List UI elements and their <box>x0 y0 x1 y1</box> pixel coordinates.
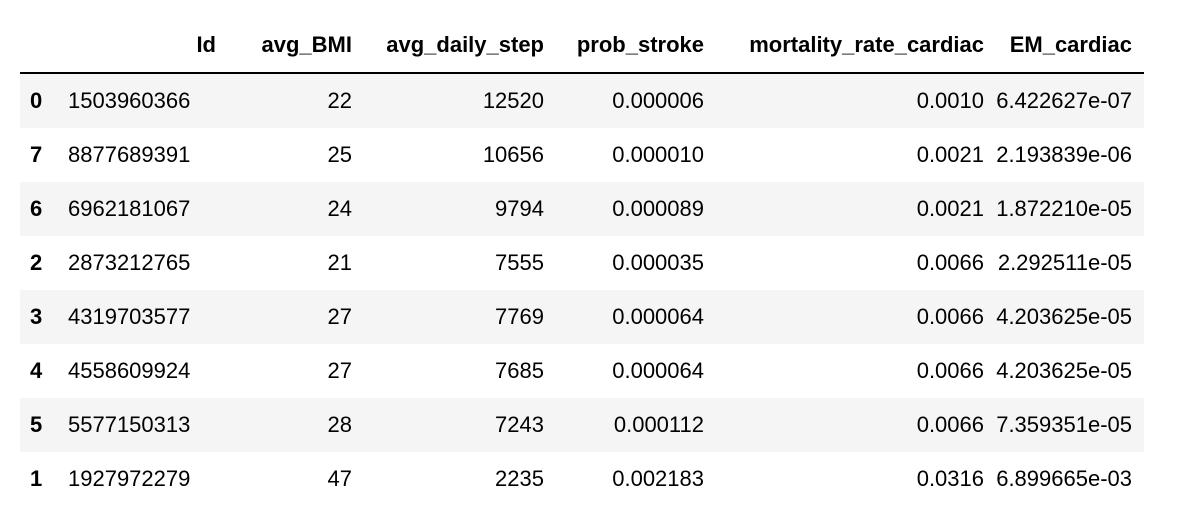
header-id: Id <box>58 18 228 74</box>
row-index: 1 <box>30 466 43 491</box>
dataframe-output: Id avg_BMI avg_daily_step prob_stroke mo… <box>20 18 1144 506</box>
table-body: 0 1503960366 22 12520 0.000006 0.0010 6.422627… <box>20 73 1144 506</box>
row-index: 2 <box>30 250 43 275</box>
cell-avg-bmi: 27 <box>327 304 352 329</box>
cell-id: 1927972279 <box>68 466 191 491</box>
table-row: 3 4319703577 27 7769 0.000064 0.0066 4.203625e… <box>20 290 1144 344</box>
cell-em-cardiac: 4.203625e-05 <box>996 358 1132 383</box>
cell-avg-daily-step: 10656 <box>482 142 544 167</box>
cell-id: 2873212765 <box>68 250 191 275</box>
cell-mortality-rate-cardiac: 0.0066 <box>916 412 984 437</box>
cell-prob-stroke: 0.002183 <box>612 466 704 491</box>
cell-mortality-rate-cardiac: 0.0066 <box>916 250 984 275</box>
header-index <box>20 18 58 74</box>
cell-prob-stroke: 0.000010 <box>612 142 704 167</box>
cell-id: 5577150313 <box>68 412 191 437</box>
header-avg-bmi: avg_BMI <box>228 18 364 74</box>
cell-prob-stroke: 0.000064 <box>612 358 704 383</box>
cell-em-cardiac: 6.422627e-07 <box>996 88 1132 113</box>
row-index: 7 <box>30 142 43 167</box>
cell-id: 6962181067 <box>68 196 191 221</box>
row-index: 3 <box>30 304 43 329</box>
table-row: 6 6962181067 24 9794 0.000089 0.0021 1.872210e… <box>20 182 1144 236</box>
cell-avg-daily-step: 7555 <box>495 250 544 275</box>
cell-id: 4558609924 <box>68 358 191 383</box>
table-row: 7 8877689391 25 10656 0.000010 0.0021 2.193839… <box>20 128 1144 182</box>
table-row: 1 1927972279 47 2235 0.002183 0.0316 6.899665e… <box>20 452 1144 506</box>
cell-em-cardiac: 1.872210e-05 <box>996 196 1132 221</box>
cell-em-cardiac: 7.359351e-05 <box>996 412 1132 437</box>
header-row: Id avg_BMI avg_daily_step prob_stroke mo… <box>20 18 1144 74</box>
cell-avg-daily-step: 9794 <box>495 196 544 221</box>
table-row: 0 1503960366 22 12520 0.000006 0.0010 6.422627… <box>20 73 1144 128</box>
row-index: 0 <box>30 88 43 113</box>
cell-avg-bmi: 24 <box>327 196 352 221</box>
header-em-cardiac: EM_cardiac <box>996 18 1144 74</box>
cell-avg-daily-step: 7685 <box>495 358 544 383</box>
table-row: 4 4558609924 27 7685 0.000064 0.0066 4.203625e… <box>20 344 1144 398</box>
cell-mortality-rate-cardiac: 0.0066 <box>916 304 984 329</box>
cell-avg-bmi: 25 <box>327 142 352 167</box>
cell-avg-bmi: 22 <box>327 88 352 113</box>
row-index: 4 <box>30 358 43 383</box>
cell-avg-bmi: 27 <box>327 358 352 383</box>
row-index: 6 <box>30 196 43 221</box>
cell-mortality-rate-cardiac: 0.0010 <box>916 88 984 113</box>
cell-avg-bmi: 47 <box>327 466 352 491</box>
header-mortality-rate-cardiac: mortality_rate_cardiac <box>716 18 996 74</box>
cell-avg-daily-step: 2235 <box>495 466 544 491</box>
cell-mortality-rate-cardiac: 0.0316 <box>916 466 984 491</box>
cell-prob-stroke: 0.000064 <box>612 304 704 329</box>
cell-id: 1503960366 <box>68 88 191 113</box>
cell-avg-bmi: 21 <box>327 250 352 275</box>
cell-id: 8877689391 <box>68 142 191 167</box>
cell-em-cardiac: 6.899665e-03 <box>996 466 1132 491</box>
cell-prob-stroke: 0.000006 <box>612 88 704 113</box>
table-row: 2 2873212765 21 7555 0.000035 0.0066 2.292511e… <box>20 236 1144 290</box>
cell-avg-daily-step: 7243 <box>495 412 544 437</box>
cell-avg-daily-step: 7769 <box>495 304 544 329</box>
table-header: Id avg_BMI avg_daily_step prob_stroke mo… <box>20 18 1144 74</box>
dataframe-table: Id avg_BMI avg_daily_step prob_stroke mo… <box>20 18 1144 506</box>
cell-prob-stroke: 0.000089 <box>612 196 704 221</box>
cell-prob-stroke: 0.000035 <box>612 250 704 275</box>
header-avg-daily-step: avg_daily_step <box>364 18 556 74</box>
cell-avg-daily-step: 12520 <box>482 88 544 113</box>
cell-mortality-rate-cardiac: 0.0021 <box>916 142 984 167</box>
header-prob-stroke: prob_stroke <box>556 18 716 74</box>
row-index: 5 <box>30 412 43 437</box>
cell-mortality-rate-cardiac: 0.0066 <box>916 358 984 383</box>
cell-mortality-rate-cardiac: 0.0021 <box>916 196 984 221</box>
cell-em-cardiac: 2.193839e-06 <box>996 142 1132 167</box>
cell-prob-stroke: 0.000112 <box>613 412 704 437</box>
cell-em-cardiac: 2.292511e-05 <box>997 250 1132 275</box>
table-row: 5 5577150313 28 7243 0.000112 0.0066 7.359351e… <box>20 398 1144 452</box>
cell-id: 4319703577 <box>68 304 191 329</box>
cell-avg-bmi: 28 <box>327 412 352 437</box>
cell-em-cardiac: 4.203625e-05 <box>996 304 1132 329</box>
